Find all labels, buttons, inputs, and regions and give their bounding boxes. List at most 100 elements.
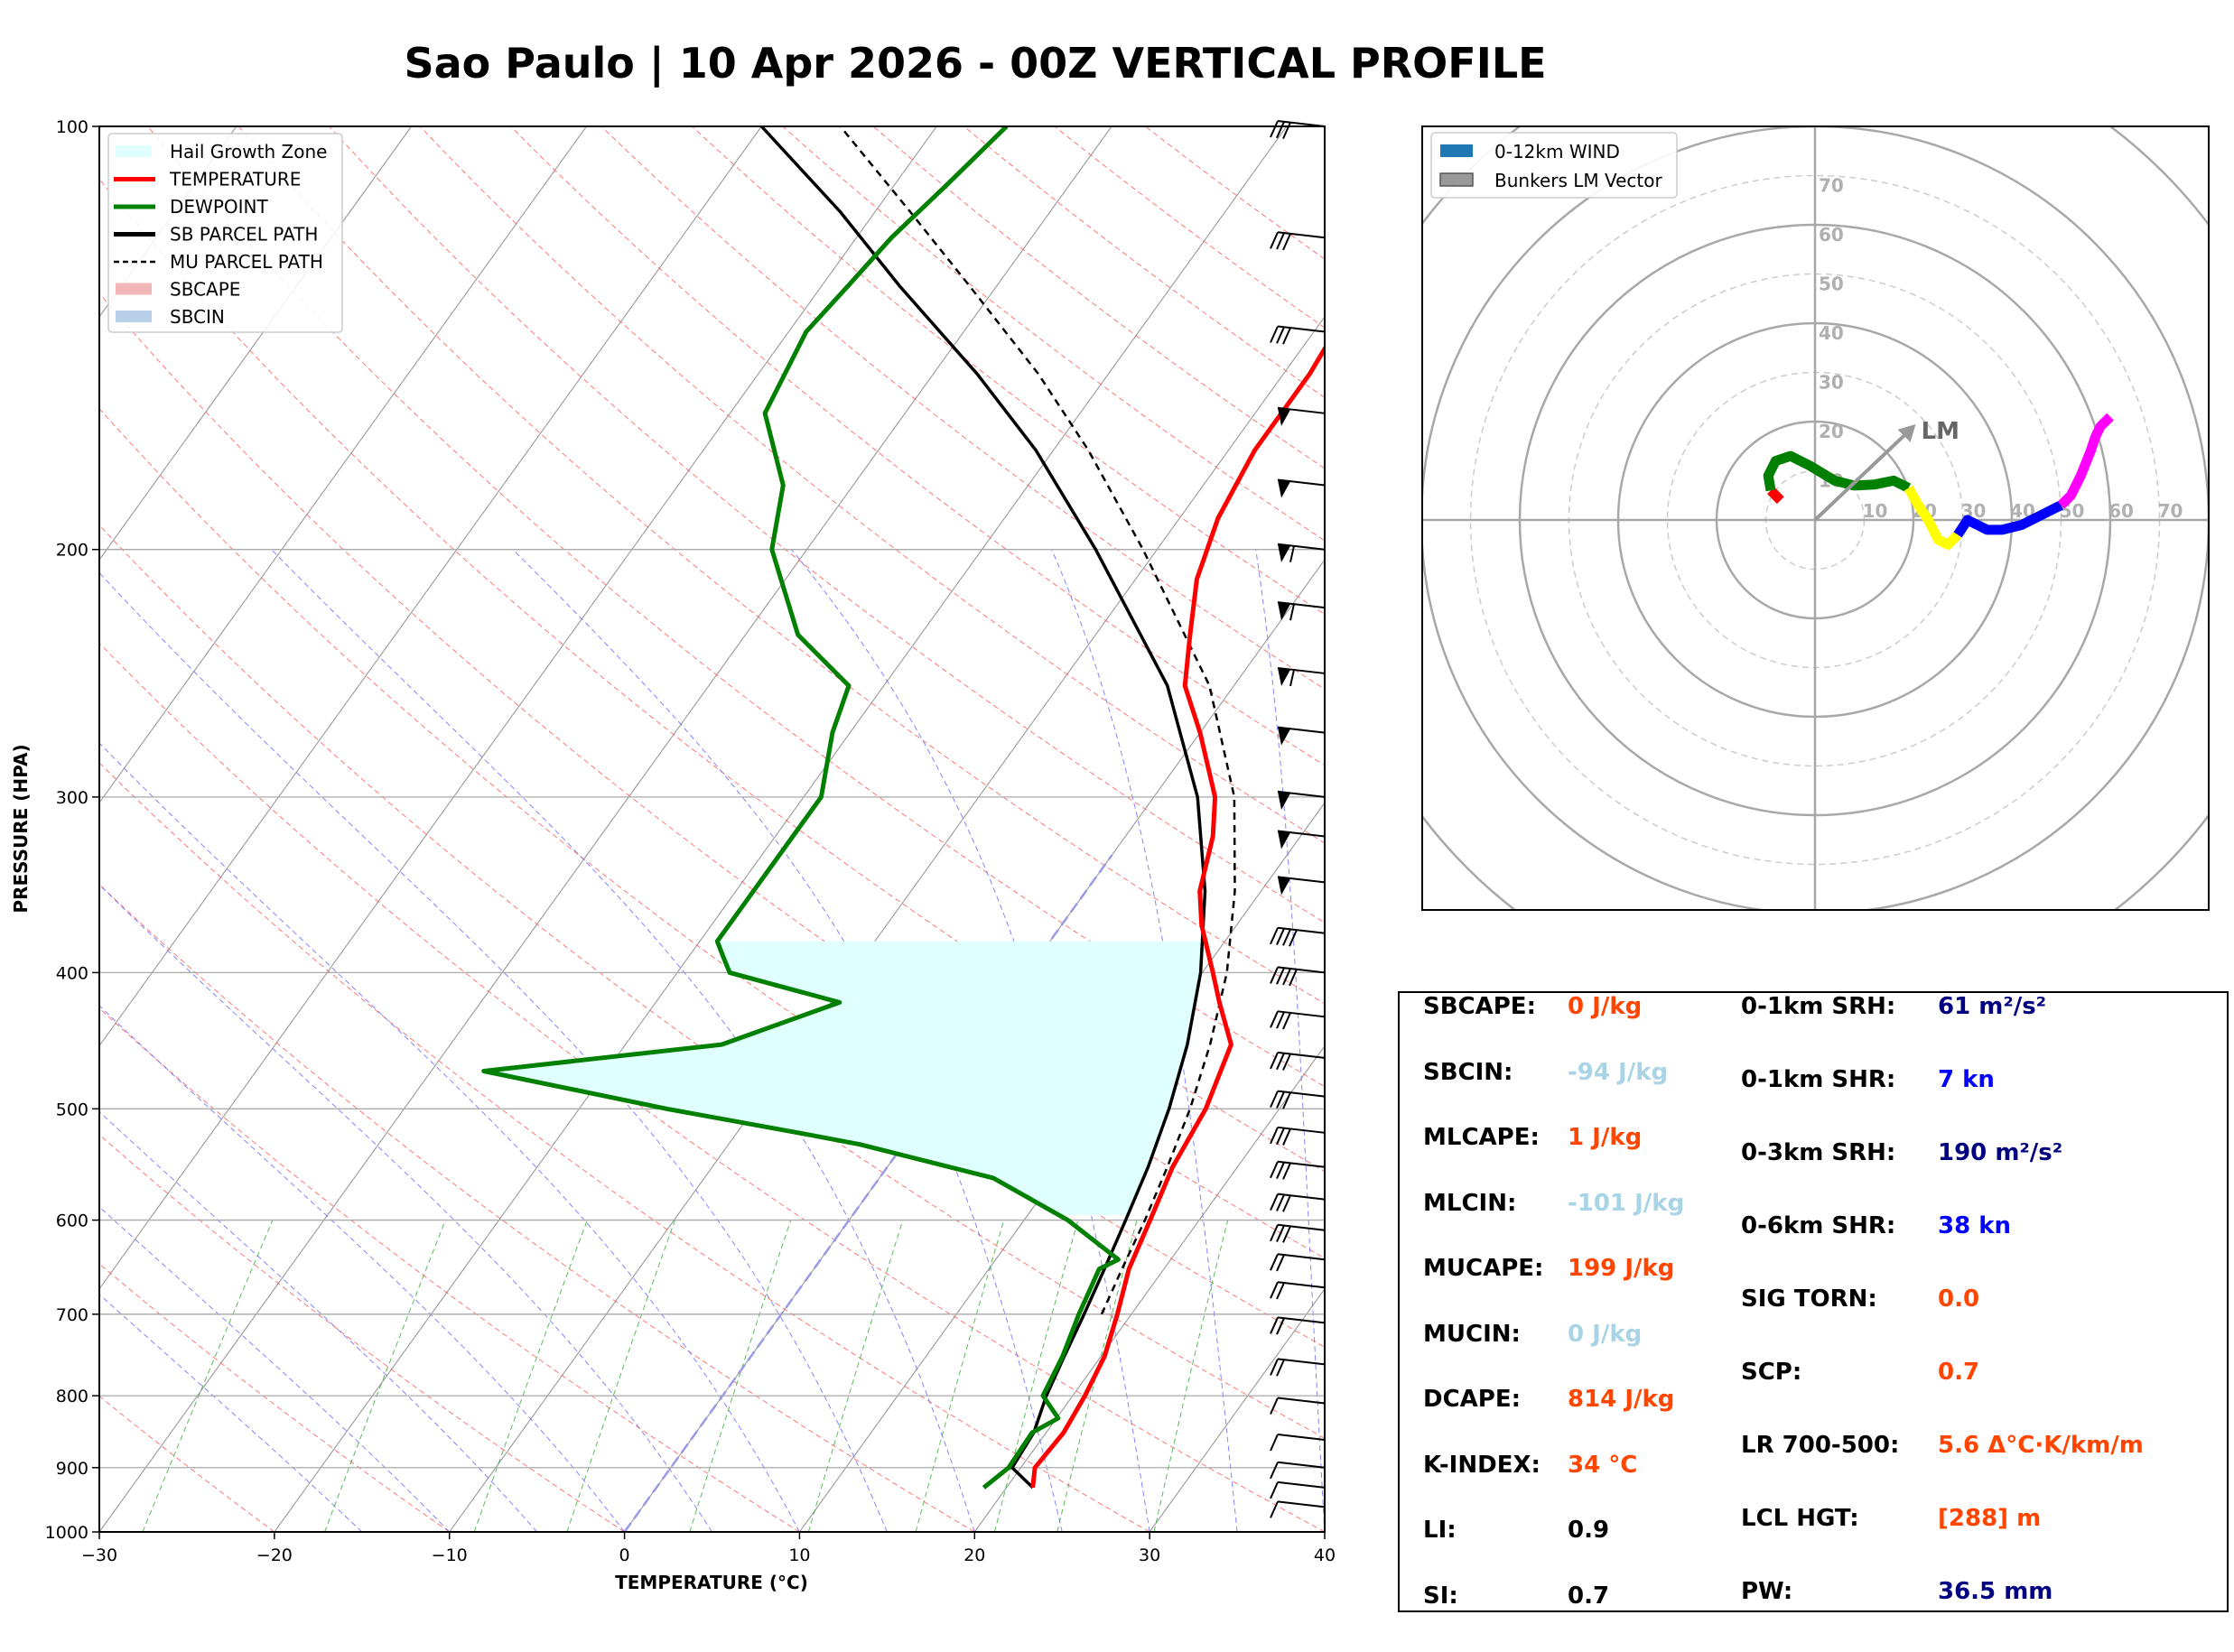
barb-staff <box>1277 1461 1326 1469</box>
legend-swatch <box>116 145 152 157</box>
stat-label: 0-1km SHR: <box>1741 1066 1896 1093</box>
barb-feather <box>1276 232 1285 250</box>
hodograph-segment <box>1904 485 1961 550</box>
skewt-series <box>481 126 1325 1490</box>
wind-barb <box>1270 231 1326 251</box>
dry-adiabat <box>99 1007 800 1532</box>
dry-adiabat <box>99 407 1325 1348</box>
hodograph-range-label: 60 <box>2108 500 2134 522</box>
dry-adiabat <box>329 126 1325 923</box>
barb-staff <box>1277 1281 1326 1289</box>
barb-staff <box>1277 1223 1326 1231</box>
x-tick-label: −10 <box>432 1545 468 1565</box>
barb-flag <box>1278 791 1290 810</box>
isotherm <box>449 315 1325 1532</box>
stat-label: LR 700-500: <box>1741 1432 1900 1459</box>
barb-feather <box>1276 1091 1285 1109</box>
moist-adiabat <box>99 1110 537 1532</box>
barb-feather <box>1270 1281 1279 1299</box>
barb-feather <box>1282 1012 1291 1030</box>
barb-staff <box>1277 1500 1326 1508</box>
barb-flag <box>1278 667 1290 686</box>
barb-feather <box>1270 120 1279 138</box>
barb-feather <box>1270 967 1279 984</box>
barb-feather <box>1282 928 1291 946</box>
stat-label: SBCAPE: <box>1423 993 1536 1020</box>
barb-feather <box>1270 1500 1279 1518</box>
legend-swatch-lm <box>1439 172 1474 187</box>
barb-staff <box>1277 406 1326 414</box>
legend-label-lm: Bunkers LM Vector <box>1494 170 1663 191</box>
wind-barb <box>1277 790 1326 810</box>
barb-feather <box>1282 1194 1291 1212</box>
mixing-ratio-line <box>142 1220 274 1532</box>
stat-value: 199 J/kg <box>1568 1255 1675 1282</box>
stat-label: MUCAPE: <box>1423 1255 1544 1282</box>
barb-staff <box>1277 926 1326 934</box>
barb-staff <box>1277 1358 1326 1366</box>
barb-flag <box>1278 877 1290 896</box>
wind-barb <box>1277 543 1326 562</box>
dry-adiabat <box>99 524 1325 1439</box>
barb-feather <box>1282 327 1291 345</box>
barb-staff <box>1277 601 1326 609</box>
stat-label: SI: <box>1423 1582 1458 1610</box>
y-tick-label: 700 <box>56 1305 88 1325</box>
stat-value: 5.6 Δ°C·K/km/m <box>1938 1432 2144 1459</box>
barb-feather <box>1276 1317 1285 1335</box>
wind-barb <box>1277 478 1326 498</box>
wind-barb <box>1277 726 1326 746</box>
barb-feather <box>1276 1162 1285 1179</box>
wind-barb <box>1277 876 1326 896</box>
barb-staff <box>1277 1434 1326 1442</box>
hail-growth-zone <box>483 941 1203 1215</box>
stat-value: 38 kn <box>1938 1212 2012 1239</box>
barb-feather <box>1289 969 1298 987</box>
isotherm <box>1149 1287 1325 1532</box>
wind-barb <box>1270 1461 1326 1480</box>
stat-value: 36.5 mm <box>1938 1578 2053 1605</box>
barb-staff <box>1277 666 1326 674</box>
barb-feather <box>1282 968 1291 986</box>
barb-feather <box>1276 1053 1285 1071</box>
barb-flag <box>1278 543 1290 562</box>
stat-value: 1 J/kg <box>1568 1124 1643 1151</box>
y-tick-label: 300 <box>56 788 88 808</box>
legend-label: MU PARCEL PATH <box>170 251 323 273</box>
stat-label: LI: <box>1423 1517 1457 1544</box>
y-tick-label: 100 <box>56 117 88 137</box>
barb-feather <box>1276 1359 1285 1377</box>
stat-label: 0-1km SRH: <box>1741 993 1896 1020</box>
wind-barb <box>1277 601 1326 621</box>
stat-label: MLCAPE: <box>1423 1124 1540 1151</box>
barb-staff <box>1277 1397 1326 1405</box>
skewt-legend: Hail Growth Zone TEMPERATURE DEWPOINT SB PA… <box>107 133 343 333</box>
isotherm <box>99 126 413 561</box>
hodograph-range-label: 10 <box>1863 500 1888 522</box>
barb-flag <box>1278 831 1290 849</box>
barb-flag <box>1278 727 1290 746</box>
barb-feather <box>1270 231 1279 249</box>
stat-label: K-INDEX: <box>1423 1451 1541 1479</box>
stat-label: PW: <box>1741 1578 1793 1605</box>
hodograph-segment <box>1767 487 1784 505</box>
hodograph-range-label: 40 <box>1819 322 1844 344</box>
wind-barb <box>1270 1253 1326 1272</box>
barb-feather <box>1270 1462 1279 1480</box>
barb-feather <box>1270 1193 1279 1211</box>
barb-staff <box>1277 726 1326 734</box>
legend-label: DEWPOINT <box>170 196 268 218</box>
barb-feather <box>1270 1052 1279 1070</box>
wind-barb <box>1270 1500 1326 1518</box>
wind-barbs <box>1270 120 1326 1518</box>
moist-adiabat <box>99 1294 363 1532</box>
barb-feather <box>1276 967 1285 985</box>
wind-barb <box>1270 926 1326 947</box>
wind-barb <box>1270 966 1326 987</box>
x-axis-label: TEMPERATURE (°C) <box>615 1572 808 1593</box>
stat-value: 814 J/kg <box>1568 1386 1675 1413</box>
hodograph-range-label: 30 <box>1819 372 1844 394</box>
barb-feather <box>1276 326 1285 344</box>
x-tick-label: −20 <box>256 1545 293 1565</box>
legend-swatch <box>116 283 152 295</box>
